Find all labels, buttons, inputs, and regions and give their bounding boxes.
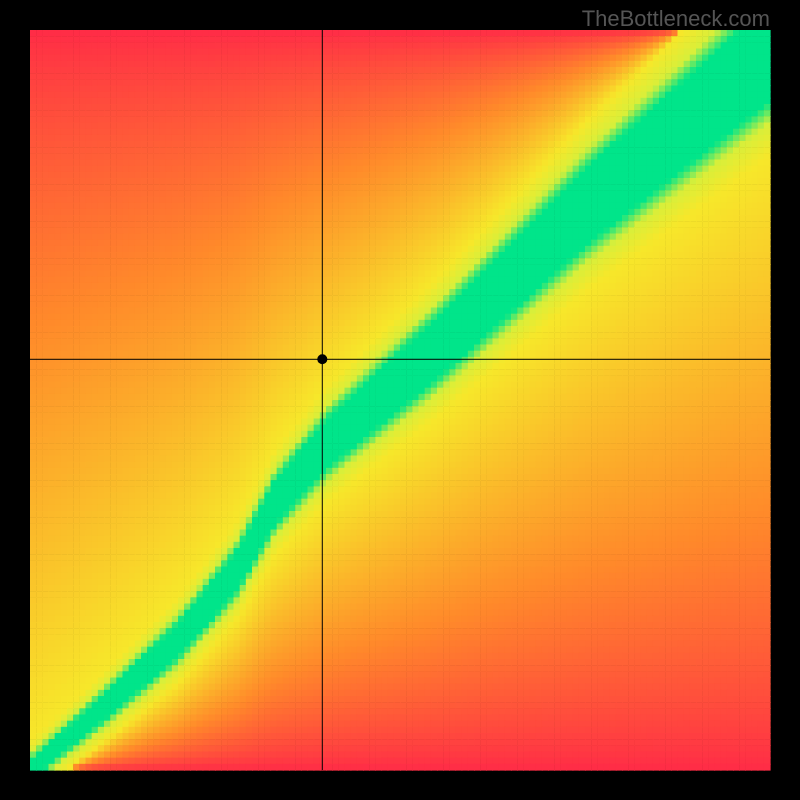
bottleneck-heatmap <box>0 0 800 800</box>
chart-container: TheBottleneck.com <box>0 0 800 800</box>
watermark-text: TheBottleneck.com <box>582 6 770 32</box>
